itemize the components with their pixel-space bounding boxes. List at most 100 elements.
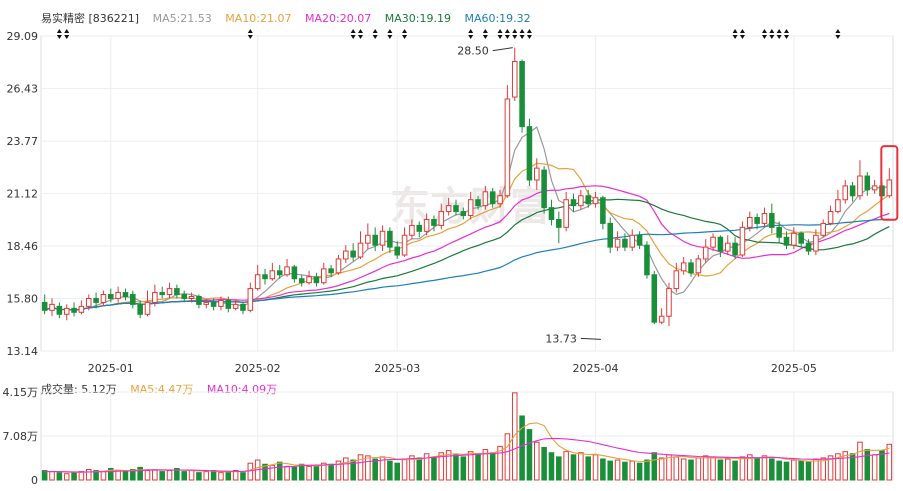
candle-body	[820, 222, 827, 236]
volume-tick-label: 4.15万	[3, 386, 39, 399]
volume-bar	[849, 453, 856, 481]
candle-body	[739, 226, 746, 256]
volume-bar	[196, 472, 202, 481]
volume-bar	[820, 457, 827, 481]
candle-body	[548, 207, 555, 220]
candle-body	[203, 301, 210, 305]
candle-body	[732, 242, 738, 256]
volume-bar	[644, 459, 650, 481]
candle-body	[636, 234, 643, 246]
ma5-line	[44, 126, 890, 311]
volume-bar	[262, 463, 268, 481]
price-legend: 易实精密 [836221] MA5:21.53 MA10:21.07 MA20:…	[41, 10, 541, 26]
candle-body	[166, 288, 173, 296]
volume-bar	[842, 451, 849, 481]
volume-bar	[585, 456, 591, 481]
candle-body	[607, 222, 614, 248]
candle-body	[63, 307, 70, 315]
volume-bar	[350, 459, 356, 481]
volume-bar	[622, 461, 628, 481]
candle-body	[218, 299, 224, 307]
event-marker	[732, 35, 738, 39]
volume-bar	[666, 454, 672, 481]
volume-ma10-line	[44, 437, 890, 473]
volume-legend: 成交量: 5.12万 MA5:4.47万 MA10:4.09万	[41, 381, 287, 397]
volume-bar	[879, 450, 885, 481]
volume-bar	[556, 456, 562, 481]
event-marker	[350, 35, 356, 39]
ma10-label: MA10:21.07	[225, 12, 292, 25]
event-marker	[247, 35, 253, 39]
candle-body	[122, 292, 129, 297]
event-marker	[784, 35, 789, 39]
candle-body	[93, 297, 99, 303]
event-marker	[739, 29, 745, 33]
event-marker	[64, 29, 70, 33]
candle-body	[813, 234, 819, 252]
candle-body	[680, 262, 687, 272]
candle-body	[416, 224, 423, 232]
candle-body	[107, 294, 114, 299]
volume-bar	[122, 471, 129, 481]
candle-body	[805, 242, 812, 252]
candle-body	[438, 211, 445, 226]
volume-bar	[482, 449, 489, 481]
candle-body	[541, 169, 547, 209]
candle-body	[188, 295, 195, 299]
candle-body	[181, 294, 188, 299]
volume-bar	[174, 467, 180, 481]
candle-body	[357, 242, 364, 258]
volume-bar	[614, 459, 621, 481]
event-marker	[776, 35, 782, 39]
volume-bar	[335, 460, 342, 481]
event-marker	[358, 35, 363, 39]
volume-tick-label: 7.08万	[3, 430, 39, 443]
volume-bar	[394, 462, 401, 481]
volume-bar	[629, 460, 636, 481]
volume-bar	[732, 460, 738, 481]
volume-bar	[431, 456, 437, 481]
event-marker	[519, 35, 525, 39]
volume-bar	[71, 472, 77, 481]
volume-bar	[130, 469, 136, 481]
candle-body	[746, 216, 753, 228]
volume-bar	[607, 460, 614, 481]
volume-bar	[343, 457, 349, 481]
volume-bar	[232, 470, 239, 481]
event-marker	[761, 35, 767, 39]
volume-tick-label: 0	[31, 474, 38, 487]
event-marker	[402, 35, 408, 39]
volume-bar	[695, 457, 702, 481]
candle-body	[350, 250, 356, 258]
volume-bar	[857, 441, 863, 481]
candle-body	[328, 268, 334, 274]
candle-body	[511, 60, 518, 98]
candle-body	[232, 303, 239, 309]
ma60-line	[44, 218, 890, 311]
candle-body	[563, 199, 569, 228]
event-marker	[247, 29, 253, 33]
candle-body	[710, 236, 716, 248]
candle-body	[769, 213, 775, 228]
volume-bar	[533, 441, 540, 481]
event-marker	[64, 35, 70, 39]
event-marker	[512, 29, 518, 33]
volume-bar	[320, 462, 327, 481]
price-tick-label: 15.80	[7, 292, 39, 305]
candle-body	[629, 234, 636, 248]
volume-bar	[144, 470, 151, 481]
candle-body	[453, 205, 459, 213]
candle-body	[387, 230, 393, 248]
volume-bar	[776, 460, 782, 481]
volume-bar	[313, 464, 320, 481]
volume-bar	[680, 458, 687, 481]
candle-body	[717, 236, 724, 252]
candle-body	[225, 299, 232, 309]
event-marker	[387, 35, 393, 39]
candle-body	[130, 294, 136, 305]
time-tick-label: 2025-05	[771, 362, 817, 375]
candle-body	[313, 276, 320, 284]
candle-body	[431, 218, 437, 226]
candle-body	[100, 294, 107, 303]
